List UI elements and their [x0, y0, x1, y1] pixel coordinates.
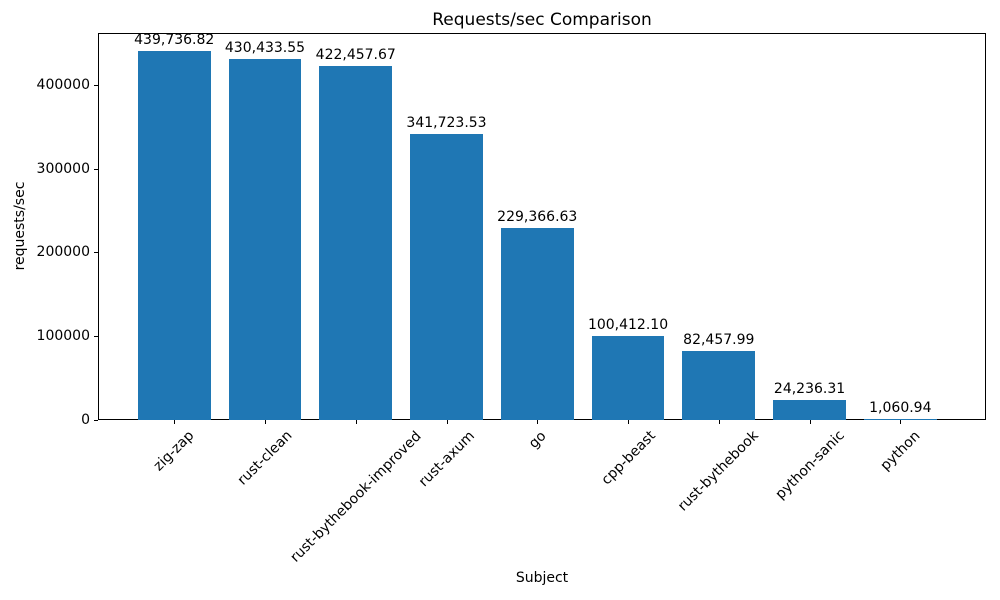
x-tick-label: go	[525, 427, 550, 452]
x-tick-mark	[718, 420, 720, 424]
bar-value-label: 1,060.94	[869, 400, 932, 417]
bar-rust-clean	[228, 59, 302, 420]
bar-cpp-beast	[591, 335, 665, 420]
x-tick-mark	[900, 420, 902, 424]
chart-title: Requests/sec Comparison	[432, 10, 652, 30]
x-tick-mark	[174, 420, 176, 424]
x-tick-label: zig-zap	[150, 427, 198, 475]
y-tick-mark	[94, 168, 98, 170]
bar-value-label: 100,412.10	[587, 316, 669, 333]
x-tick-mark	[355, 420, 357, 424]
x-tick-label: rust-bythebook-improved	[287, 427, 425, 566]
bar-value-label: 24,236.31	[773, 380, 846, 397]
x-tick-label: python-sanic	[772, 427, 848, 504]
bar-rust-bythebook-improved	[319, 65, 393, 420]
y-tick-label: 100000	[36, 328, 90, 345]
x-tick-label: rust-bythebook	[675, 428, 763, 515]
y-tick-mark	[94, 252, 98, 254]
bar-value-label: 422,457.67	[315, 46, 396, 63]
x-tick-label: rust-axum	[415, 428, 478, 491]
y-tick-mark	[94, 336, 98, 338]
y-axis-title: requests/sec	[12, 181, 28, 271]
bar-python	[864, 419, 937, 420]
x-tick-mark	[446, 420, 448, 424]
y-tick-mark	[94, 420, 98, 421]
bar-go	[500, 227, 574, 420]
bar-python-sanic	[773, 399, 846, 420]
bar-value-label: 229,366.63	[497, 208, 578, 225]
x-tick-mark	[264, 420, 266, 424]
bar-value-label: 82,457.99	[683, 331, 755, 348]
x-axis-title: Subject	[515, 570, 569, 586]
x-tick-mark	[809, 420, 811, 424]
bar-value-label: 439,736.82	[134, 32, 215, 49]
y-tick-label: 0	[81, 412, 90, 428]
bar-rust-axum	[410, 133, 483, 420]
x-tick-label: rust-clean	[234, 427, 296, 489]
y-tick-label: 400000	[36, 76, 90, 93]
y-tick-label: 300000	[36, 160, 90, 177]
x-tick-mark	[628, 420, 630, 424]
bar-value-label: 430,433.55	[224, 40, 306, 57]
y-tick-mark	[94, 84, 98, 86]
bar-value-label: 341,723.53	[406, 114, 487, 131]
x-tick-mark	[537, 420, 539, 424]
x-tick-label: cpp-beast	[598, 427, 659, 489]
y-tick-label: 200000	[36, 244, 90, 261]
bar-zig-zap	[137, 51, 211, 420]
bar-rust-bythebook	[682, 350, 756, 420]
x-tick-label: python	[877, 427, 924, 474]
